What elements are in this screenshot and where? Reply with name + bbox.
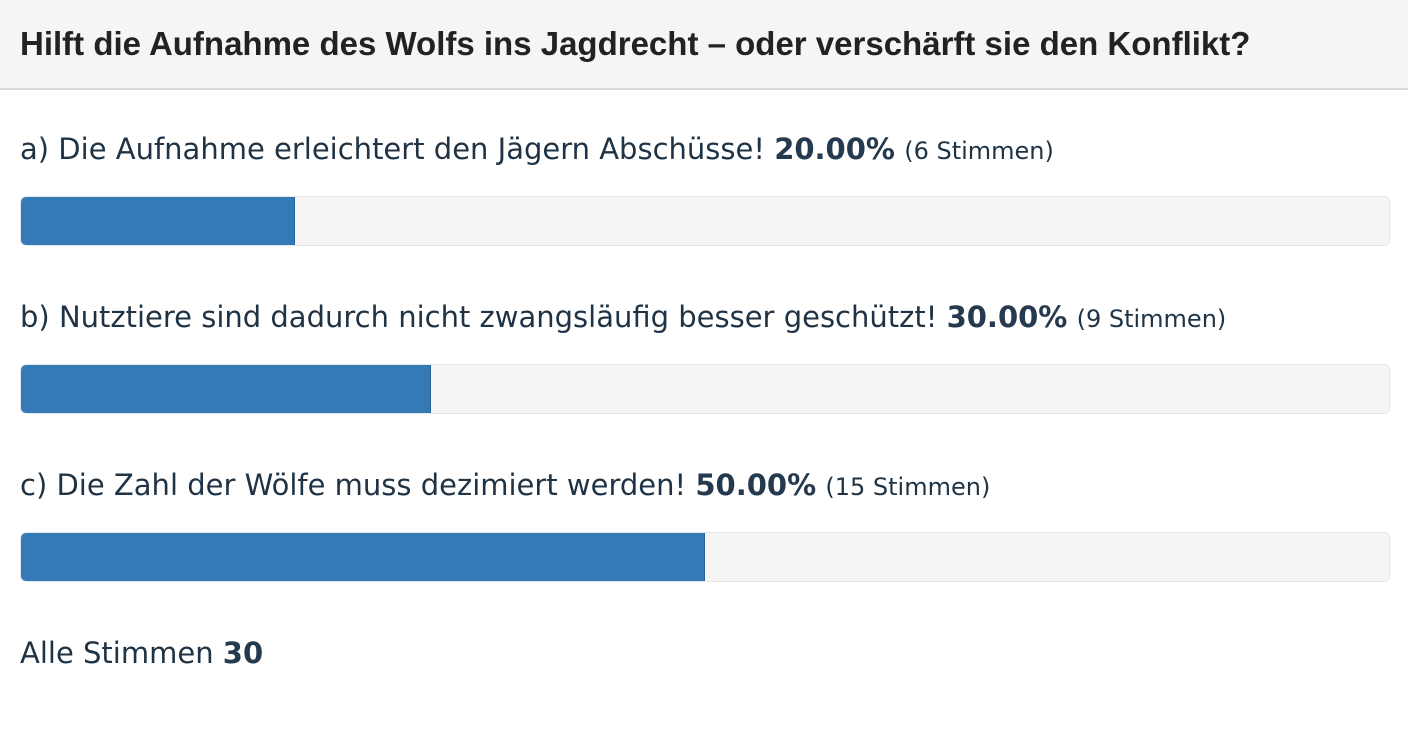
progress-fill (21, 365, 432, 413)
progress-bar (20, 364, 1390, 414)
total-label: Alle Stimmen (20, 636, 214, 670)
option-label: c) Die Zahl der Wölfe muss dezimiert wer… (20, 468, 1390, 504)
poll-option-a: a) Die Aufnahme erleichtert den Jägern A… (20, 132, 1390, 246)
option-percent: 30.00% (946, 300, 1068, 334)
option-label: a) Die Aufnahme erleichtert den Jägern A… (20, 132, 1390, 168)
progress-fill (21, 197, 295, 245)
option-label: b) Nutztiere sind dadurch nicht zwangslä… (20, 300, 1390, 336)
option-percent: 50.00% (695, 468, 817, 502)
total-votes: Alle Stimmen 30 (20, 636, 1390, 670)
progress-fill (21, 533, 705, 581)
option-percent: 20.00% (774, 132, 895, 166)
total-count: 30 (222, 636, 264, 670)
option-text: b) Nutztiere sind dadurch nicht zwangslä… (20, 300, 938, 334)
poll-title: Hilft die Aufnahme des Wolfs ins Jagdrec… (20, 25, 1251, 62)
progress-bar (20, 196, 1390, 246)
option-text: c) Die Zahl der Wölfe muss dezimiert wer… (20, 468, 687, 502)
option-votes: (9 Stimmen) (1076, 305, 1227, 333)
poll-option-c: c) Die Zahl der Wölfe muss dezimiert wer… (20, 468, 1390, 582)
option-votes: (15 Stimmen) (825, 473, 991, 501)
option-votes: (6 Stimmen) (904, 137, 1054, 165)
poll-results: a) Die Aufnahme erleichtert den Jägern A… (0, 132, 1408, 670)
progress-bar (20, 532, 1390, 582)
option-text: a) Die Aufnahme erleichtert den Jägern A… (20, 132, 765, 166)
poll-option-b: b) Nutztiere sind dadurch nicht zwangslä… (20, 300, 1390, 414)
poll-header: Hilft die Aufnahme des Wolfs ins Jagdrec… (0, 0, 1408, 90)
